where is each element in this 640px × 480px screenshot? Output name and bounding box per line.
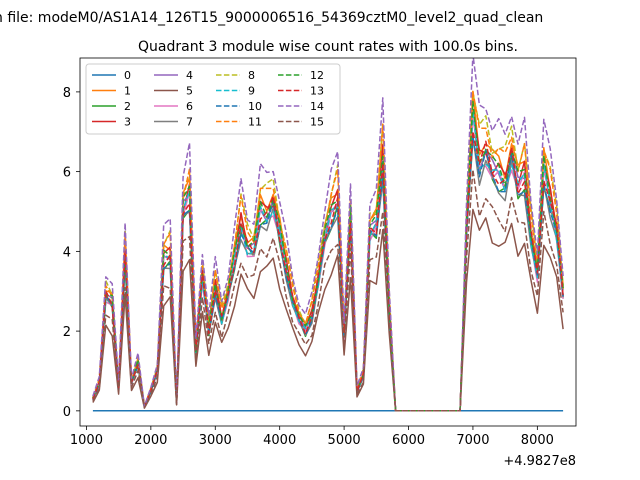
x-tick-label: 5000 [328,433,361,448]
x-tick-label: 2000 [134,433,167,448]
legend-label-7: 7 [186,116,193,129]
x-tick-label: 1000 [70,433,103,448]
series-line-13 [92,130,564,412]
legend-label-14: 14 [310,100,324,113]
legend-label-3: 3 [124,116,131,129]
x-offset-label: +4.9827e8 [503,454,576,469]
legend-label-4: 4 [186,69,193,82]
legend-label-8: 8 [248,69,255,82]
legend-label-2: 2 [124,100,131,113]
series-line-12 [92,100,564,412]
axes-frame [79,57,577,427]
series-line-15 [92,168,564,412]
legend-label-13: 13 [310,85,324,98]
y-tick-label: 6 [63,166,71,181]
suptitle: n file: modeM0/AS1A14_126T15_9000006516_… [0,10,543,26]
legend-label-1: 1 [124,85,131,98]
x-tick-label: 3000 [199,433,232,448]
y-tick-label: 8 [63,86,71,101]
legend-label-5: 5 [186,85,193,98]
y-tick-label: 4 [63,245,71,260]
plot-area [79,57,577,427]
legend-label-0: 0 [124,69,131,82]
legend-label-15: 15 [310,116,324,129]
y-axis: 0 2 4 6 8 [63,86,80,420]
x-tick-label: 7000 [456,433,489,448]
x-tick-label: 6000 [392,433,425,448]
x-tick-label: 8000 [521,433,554,448]
legend-frame [85,63,341,135]
legend-label-6: 6 [186,100,193,113]
x-axis: 1000 2000 3000 4000 5000 6000 7000 8000 [70,426,554,448]
legend-label-9: 9 [248,85,255,98]
series-layer [92,58,564,412]
legend-label-10: 10 [248,100,262,113]
x-tick-label: 4000 [263,433,296,448]
chart-title: Quadrant 3 module wise count rates with … [138,39,518,55]
legend-label-11: 11 [248,116,262,129]
legend-label-12: 12 [310,69,324,82]
y-tick-label: 0 [63,405,71,420]
y-tick-label: 2 [63,325,71,340]
